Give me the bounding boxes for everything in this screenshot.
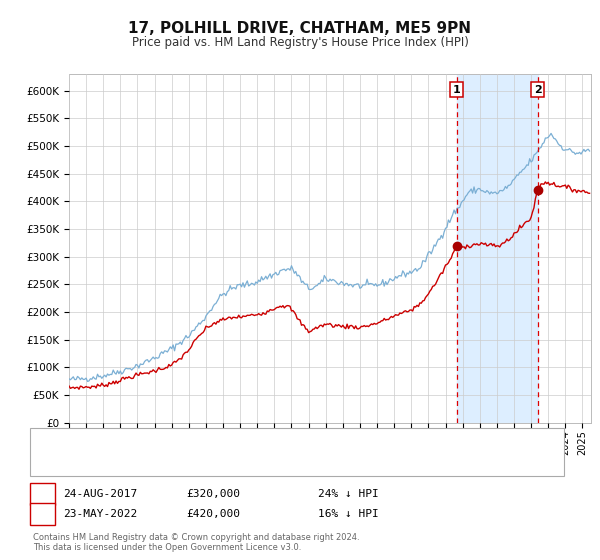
Text: 1: 1 <box>453 85 460 95</box>
Text: 17, POLHILL DRIVE, CHATHAM, ME5 9PN (detached house): 17, POLHILL DRIVE, CHATHAM, ME5 9PN (det… <box>75 442 378 452</box>
Text: 17, POLHILL DRIVE, CHATHAM, ME5 9PN: 17, POLHILL DRIVE, CHATHAM, ME5 9PN <box>128 21 472 36</box>
Text: 24% ↓ HPI: 24% ↓ HPI <box>318 489 379 499</box>
Text: Contains HM Land Registry data © Crown copyright and database right 2024.: Contains HM Land Registry data © Crown c… <box>33 533 359 542</box>
Text: 16% ↓ HPI: 16% ↓ HPI <box>318 509 379 519</box>
Text: This data is licensed under the Open Government Licence v3.0.: This data is licensed under the Open Gov… <box>33 543 301 552</box>
Text: £420,000: £420,000 <box>186 509 240 519</box>
Text: £320,000: £320,000 <box>186 489 240 499</box>
Text: 2: 2 <box>534 85 542 95</box>
Text: HPI: Average price, detached house, Medway: HPI: Average price, detached house, Medw… <box>75 459 311 469</box>
Text: 1: 1 <box>39 489 46 499</box>
Text: 23-MAY-2022: 23-MAY-2022 <box>63 509 137 519</box>
Text: 24-AUG-2017: 24-AUG-2017 <box>63 489 137 499</box>
Text: 2: 2 <box>39 509 46 519</box>
Text: Price paid vs. HM Land Registry's House Price Index (HPI): Price paid vs. HM Land Registry's House … <box>131 36 469 49</box>
Bar <box>457 74 538 423</box>
